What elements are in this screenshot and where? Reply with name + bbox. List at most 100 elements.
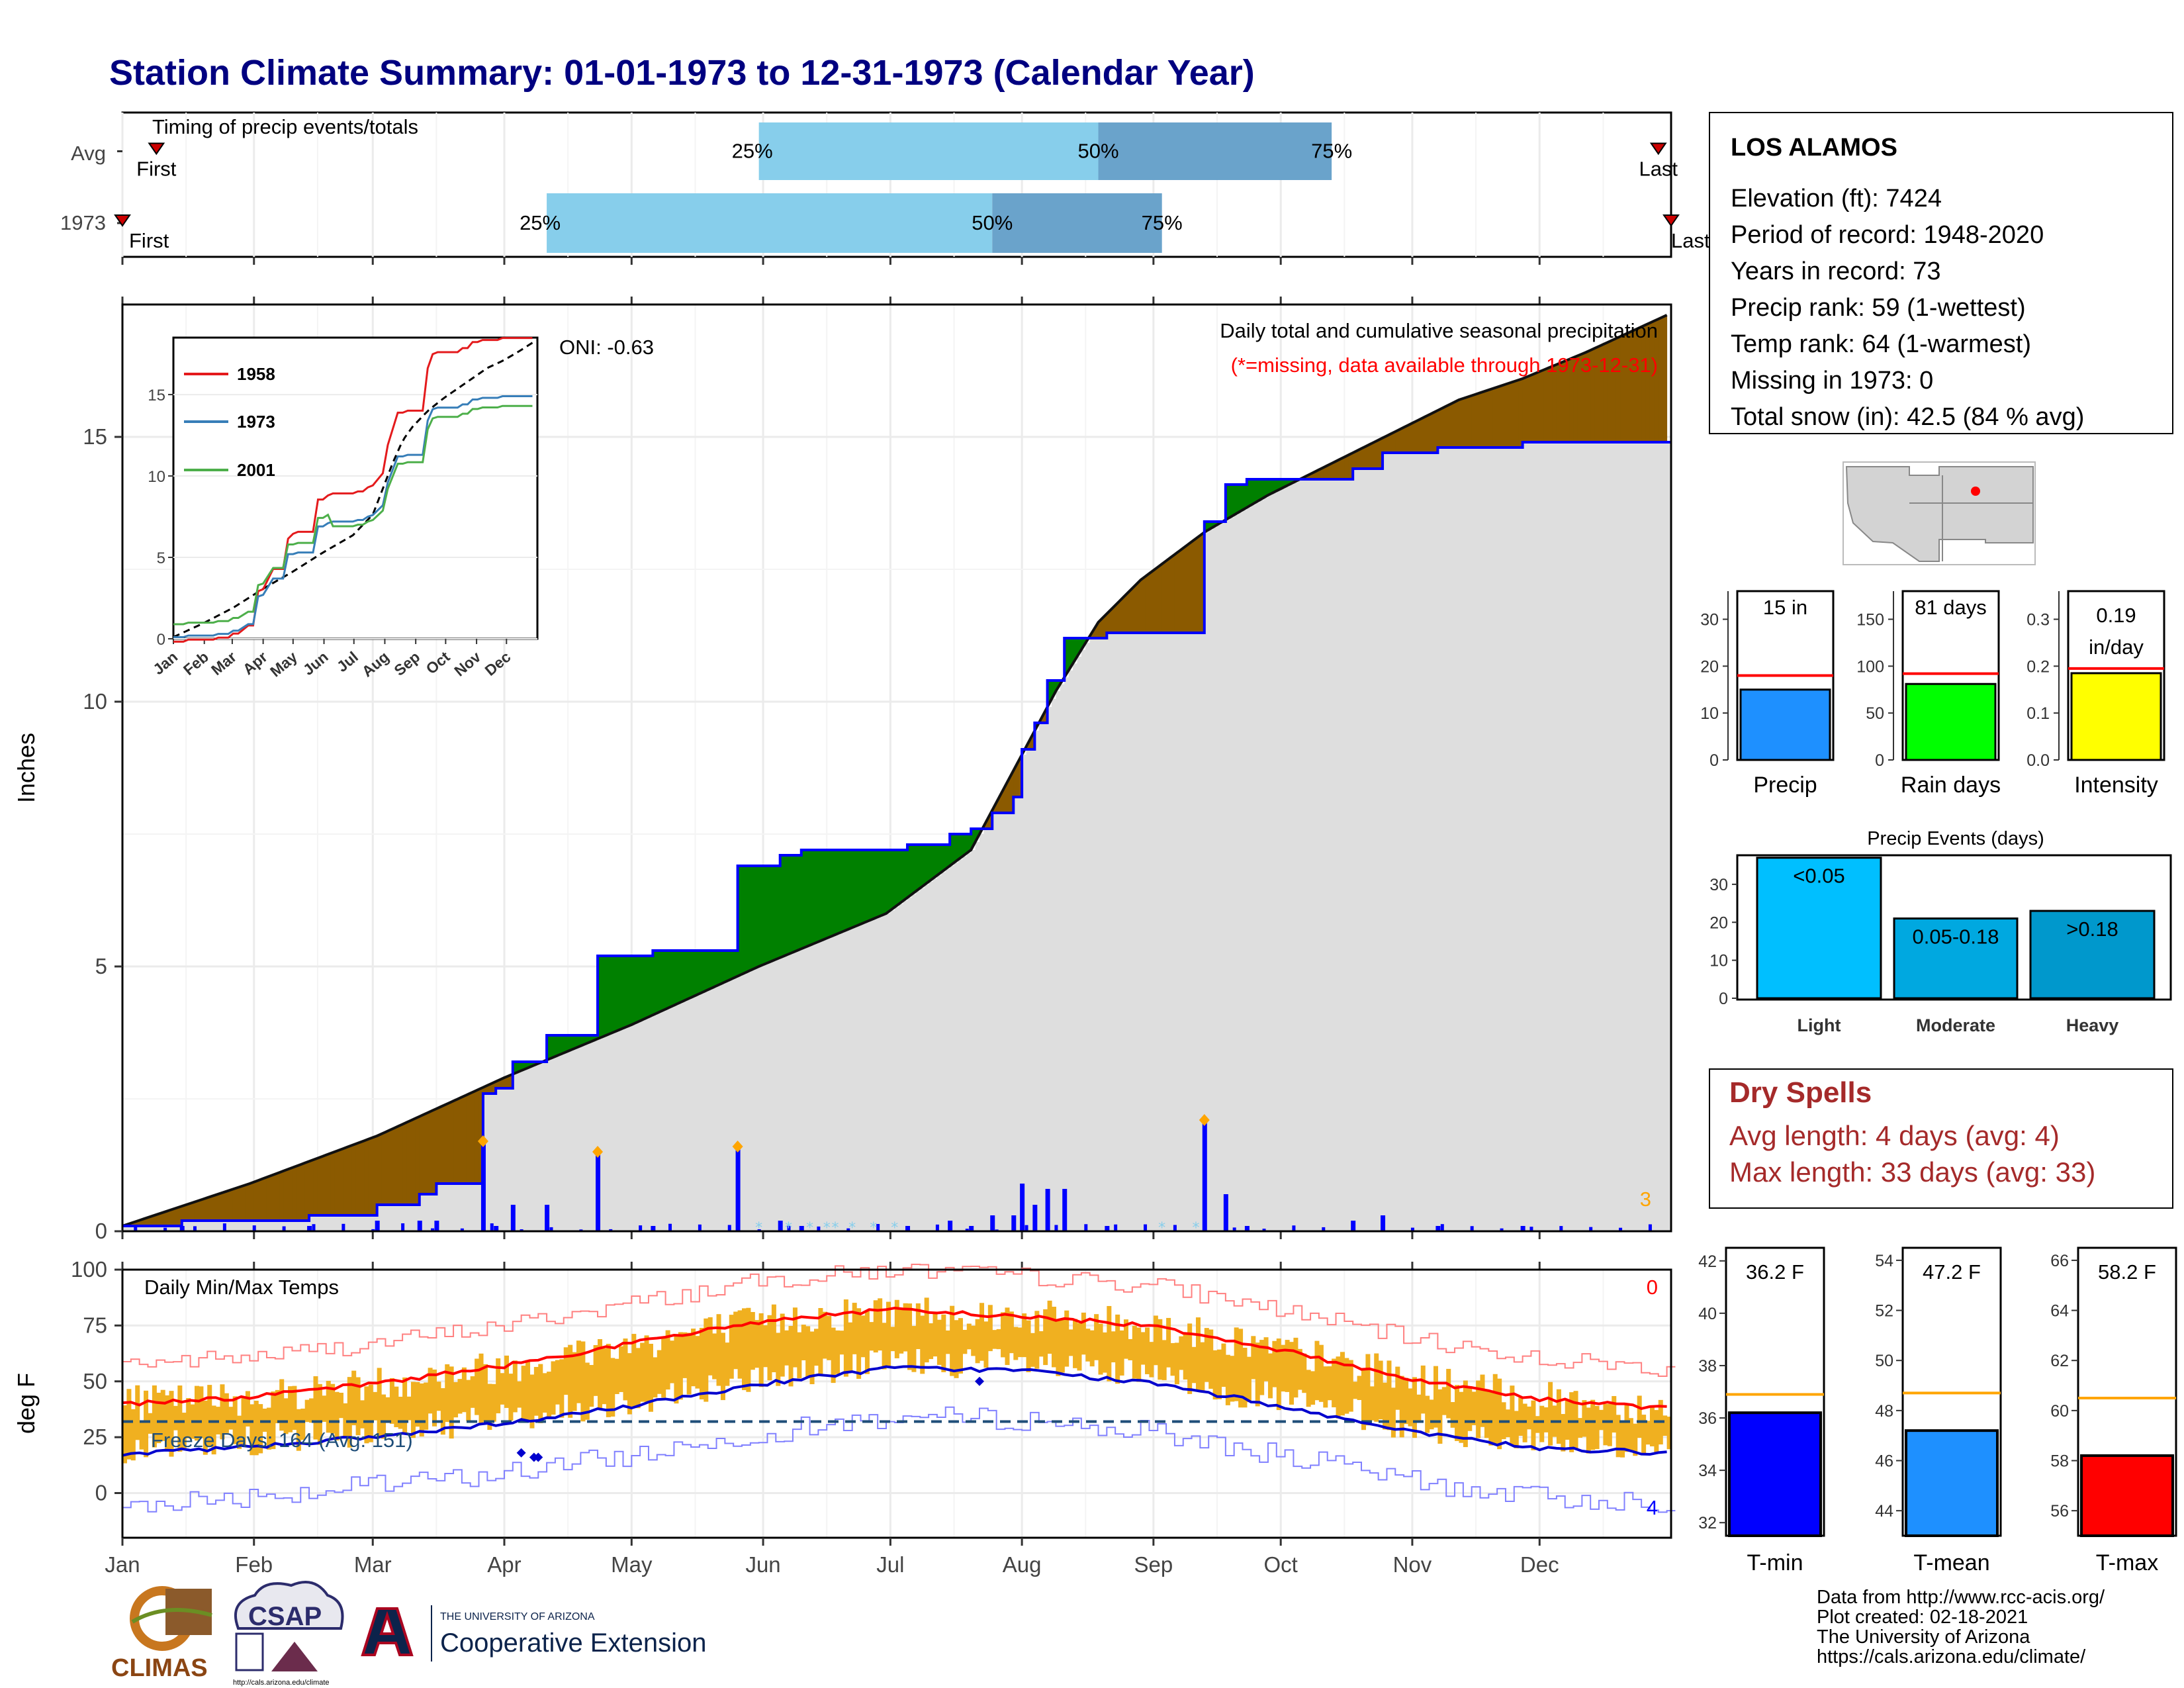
daily-temp-bar bbox=[1412, 1377, 1417, 1438]
snow-asterisk: * bbox=[870, 1220, 877, 1237]
daily-temp-bar bbox=[440, 1388, 445, 1435]
daily-temp-bar bbox=[525, 1360, 531, 1421]
daily-temp-bar bbox=[500, 1373, 505, 1405]
daily-precip-bar bbox=[1062, 1189, 1068, 1231]
daily-temp-bar bbox=[797, 1332, 802, 1379]
wet-surplus-segment bbox=[827, 850, 832, 939]
daily-temp-bar bbox=[1429, 1399, 1434, 1430]
mini-bar-tick-label: 0 bbox=[1709, 751, 1719, 770]
daily-temp-bar bbox=[1263, 1337, 1269, 1382]
daily-temp-bar bbox=[1136, 1327, 1142, 1382]
daily-precip-bar bbox=[371, 1229, 375, 1231]
temp-box-label-0: T-min bbox=[1747, 1550, 1803, 1575]
daily-precip-bar bbox=[1202, 1120, 1207, 1231]
dry-deficit-segment bbox=[1323, 465, 1328, 479]
dry-deficit-segment bbox=[1119, 596, 1124, 633]
mini-bar-charts: 0 10 20 30 15 in Precip 0 50 100 150 81 days Rain d… bbox=[1700, 590, 2165, 798]
dry-deficit-segment bbox=[160, 1211, 165, 1226]
wet-surplus-segment bbox=[699, 951, 704, 994]
dry-deficit-segment bbox=[199, 1199, 204, 1221]
daily-temp-bar bbox=[1212, 1350, 1218, 1400]
ua-logo: THE UNIVERSITY OF ARIZONA Cooperative Ex… bbox=[361, 1605, 706, 1662]
daily-temp-bar bbox=[1374, 1353, 1379, 1422]
dry-deficit-segment bbox=[1111, 605, 1116, 633]
record-min-count: 4 bbox=[1647, 1496, 1658, 1519]
temp-box-tick-label: 36 bbox=[1698, 1409, 1717, 1428]
daily-temp-bar bbox=[351, 1370, 357, 1426]
daily-temp-bar bbox=[903, 1303, 908, 1352]
daily-temp-bar bbox=[250, 1404, 255, 1456]
dry-deficit-segment bbox=[1140, 577, 1146, 633]
climas-logo-swoosh bbox=[131, 1608, 212, 1624]
daily-temp-bar bbox=[245, 1391, 250, 1427]
daily-temp-bar bbox=[207, 1385, 212, 1446]
wet-surplus-segment bbox=[771, 866, 776, 961]
mini-bar-value-text-0: 15 in bbox=[1763, 596, 1807, 619]
daily-precip-bar bbox=[494, 1226, 499, 1231]
daily-temp-bar bbox=[402, 1377, 408, 1433]
station-temp-rank: Temp rank: 64 (1-warmest) bbox=[1731, 330, 2031, 358]
daily-temp-bar bbox=[394, 1386, 399, 1427]
wet-surplus-segment bbox=[864, 850, 870, 923]
dry-deficit-segment bbox=[457, 1097, 463, 1184]
daily-temp-bar bbox=[686, 1333, 692, 1395]
dry-deficit-segment bbox=[389, 1128, 394, 1205]
dry-deficit-segment bbox=[364, 1139, 369, 1215]
daily-temp-bar bbox=[1140, 1332, 1146, 1365]
dry-deficit-segment bbox=[1408, 423, 1413, 453]
temp-box-tick-label: 32 bbox=[1698, 1514, 1717, 1532]
dry-deficit-segment bbox=[173, 1207, 178, 1226]
daily-temp-bar bbox=[1123, 1319, 1128, 1359]
events-bar-value-Moderate: 0.05-0.18 bbox=[1913, 925, 1999, 949]
daily-temp-bar bbox=[186, 1398, 191, 1438]
month-label-Aug: Aug bbox=[1003, 1552, 1042, 1577]
temp-content bbox=[122, 1264, 1676, 1513]
station-frame bbox=[1709, 112, 2173, 434]
dry-deficit-segment bbox=[355, 1142, 361, 1215]
snow-asterisk: * bbox=[755, 1220, 762, 1237]
daily-temp-bar bbox=[1267, 1353, 1273, 1399]
snow-marker bbox=[1199, 1114, 1210, 1126]
mini-bar-tick-label: 150 bbox=[1856, 611, 1884, 630]
daily-precip-bar bbox=[282, 1226, 286, 1231]
daily-precip-bar bbox=[1470, 1226, 1474, 1231]
dry-deficit-segment bbox=[169, 1209, 174, 1226]
timing-last-marker bbox=[1649, 142, 1667, 156]
daily-precip-bar bbox=[163, 1227, 167, 1231]
dry-deficit-segment bbox=[271, 1174, 276, 1221]
daily-temp-bar bbox=[1297, 1348, 1302, 1390]
dry-spells-frame bbox=[1709, 1068, 2173, 1209]
timing-q2-bar-Avg bbox=[1098, 122, 1332, 180]
events-bar-label-Heavy: Heavy bbox=[2066, 1015, 2119, 1035]
daily-temp-bar bbox=[1030, 1333, 1035, 1367]
wet-surplus-segment bbox=[835, 850, 840, 935]
daily-temp-bar bbox=[1573, 1391, 1578, 1450]
daily-precip-bar bbox=[312, 1224, 316, 1231]
daily-temp-bar bbox=[1531, 1400, 1536, 1450]
wet-surplus-segment bbox=[1077, 638, 1082, 657]
wet-surplus-segment bbox=[860, 850, 866, 924]
mini-bar-tick-label: 100 bbox=[1856, 657, 1884, 676]
temp-y-label: deg F bbox=[13, 1373, 40, 1434]
dry-deficit-segment bbox=[475, 1089, 480, 1184]
wet-surplus-segment bbox=[602, 956, 607, 1037]
wet-surplus-segment bbox=[911, 845, 917, 895]
station-snow: Total snow (in): 42.5 (84 % avg) bbox=[1731, 403, 2084, 431]
daily-temp-bar bbox=[309, 1398, 314, 1423]
daily-temp-bar bbox=[428, 1368, 433, 1414]
timing-panel: 25% 50% 75% First Last 25% 50% 75% First Last Tim… bbox=[60, 111, 1710, 265]
wet-surplus-segment bbox=[754, 866, 760, 968]
daily-temp-bar bbox=[653, 1357, 658, 1398]
dry-deficit-segment bbox=[334, 1150, 340, 1215]
daily-temp-bar bbox=[873, 1300, 878, 1353]
timing-row-avg-label: Avg bbox=[71, 142, 106, 165]
daily-temp-bar bbox=[619, 1346, 624, 1392]
daily-temp-bar bbox=[644, 1335, 649, 1402]
wet-surplus-segment bbox=[882, 850, 887, 915]
daily-temp-bar bbox=[848, 1322, 853, 1372]
snow-asterisk: * bbox=[806, 1220, 813, 1237]
temp-y-axis: 0 25 50 75 100 bbox=[71, 1257, 122, 1505]
dry-deficit-segment bbox=[203, 1197, 208, 1221]
daily-temp-bar bbox=[1119, 1330, 1124, 1376]
